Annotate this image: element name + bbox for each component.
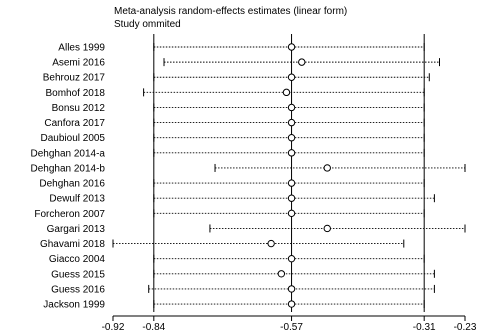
point-estimate <box>323 224 331 233</box>
study-row: Forcheron 2007 <box>34 209 425 220</box>
point-estimate <box>287 194 296 202</box>
study-row: Giacco 2004 <box>49 254 425 265</box>
point-estimate <box>287 118 296 127</box>
point-estimate <box>282 88 291 97</box>
point-estimate <box>298 58 306 66</box>
x-tick-label: -0.84 <box>142 322 165 333</box>
point-estimate <box>267 239 275 248</box>
study-row: Jackson 1999 <box>43 300 425 311</box>
study-label: Behrouz 2017 <box>43 73 106 84</box>
study-label: Daubioul 2005 <box>41 133 106 144</box>
study-row: Asemi 2016 <box>52 58 440 69</box>
study-row: Dehghan 2014-b <box>30 163 466 174</box>
x-axis: -0.92 -0.84 -0.57 -0.31 -0.23 <box>102 315 477 333</box>
study-row: Behrouz 2017 <box>43 73 430 84</box>
study-row: Bonsu 2012 <box>52 103 425 114</box>
study-label: Canfora 2017 <box>44 118 105 129</box>
study-row: Guess 2015 <box>51 269 435 280</box>
study-label: Bonsu 2012 <box>52 103 106 114</box>
x-tick-label: -0.57 <box>280 322 303 333</box>
x-tick-label: -0.23 <box>454 322 477 333</box>
point-estimate <box>287 300 296 308</box>
study-rows: Alles 1999 Asemi 2016 Behrouz 2017 Bomhof 2… <box>30 43 466 311</box>
point-estimate <box>287 179 296 187</box>
study-row: Gargari 2013 <box>47 224 466 235</box>
study-row: Dehghan 2016 <box>39 179 425 190</box>
study-label: Dehghan 2016 <box>39 179 105 190</box>
point-estimate <box>287 149 296 157</box>
point-estimate <box>323 164 331 172</box>
study-label: Dehghan 2014-b <box>30 163 105 174</box>
study-row: Bomhof 2018 <box>46 88 425 99</box>
study-label: Ghavami 2018 <box>40 239 105 250</box>
study-label: Gargari 2013 <box>47 224 106 235</box>
x-tick-label: -0.31 <box>413 322 436 333</box>
point-estimate <box>287 134 296 142</box>
study-label: Forcheron 2007 <box>34 209 105 220</box>
study-label: Bomhof 2018 <box>46 88 106 99</box>
study-row: Canfora 2017 <box>44 118 425 129</box>
study-row: Dewulf 2013 <box>49 194 435 205</box>
point-estimate <box>287 103 296 112</box>
study-label: Giacco 2004 <box>49 254 106 265</box>
point-estimate <box>287 285 296 293</box>
study-row: Alles 1999 <box>58 43 425 54</box>
study-row: Dehghan 2014-a <box>30 148 425 159</box>
study-label: Alles 1999 <box>58 43 105 54</box>
study-label: Dewulf 2013 <box>49 194 105 205</box>
chart-subtitle: Study ommited <box>114 19 181 30</box>
study-label: Guess 2016 <box>51 284 105 295</box>
study-label: Guess 2015 <box>51 269 105 280</box>
study-label: Jackson 1999 <box>43 300 105 311</box>
study-row: Daubioul 2005 <box>41 133 425 144</box>
chart-title: Meta-analysis random-effects estimates (… <box>114 6 347 17</box>
point-estimate <box>287 254 296 263</box>
study-label: Asemi 2016 <box>52 58 105 69</box>
study-row: Guess 2016 <box>51 284 435 295</box>
point-estimate <box>287 43 296 51</box>
point-estimate <box>287 73 296 81</box>
point-estimate <box>277 270 286 278</box>
point-estimate <box>287 209 296 218</box>
study-label: Dehghan 2014-a <box>30 148 105 159</box>
study-row: Ghavami 2018 <box>40 239 405 250</box>
x-tick-label: -0.92 <box>102 322 125 333</box>
